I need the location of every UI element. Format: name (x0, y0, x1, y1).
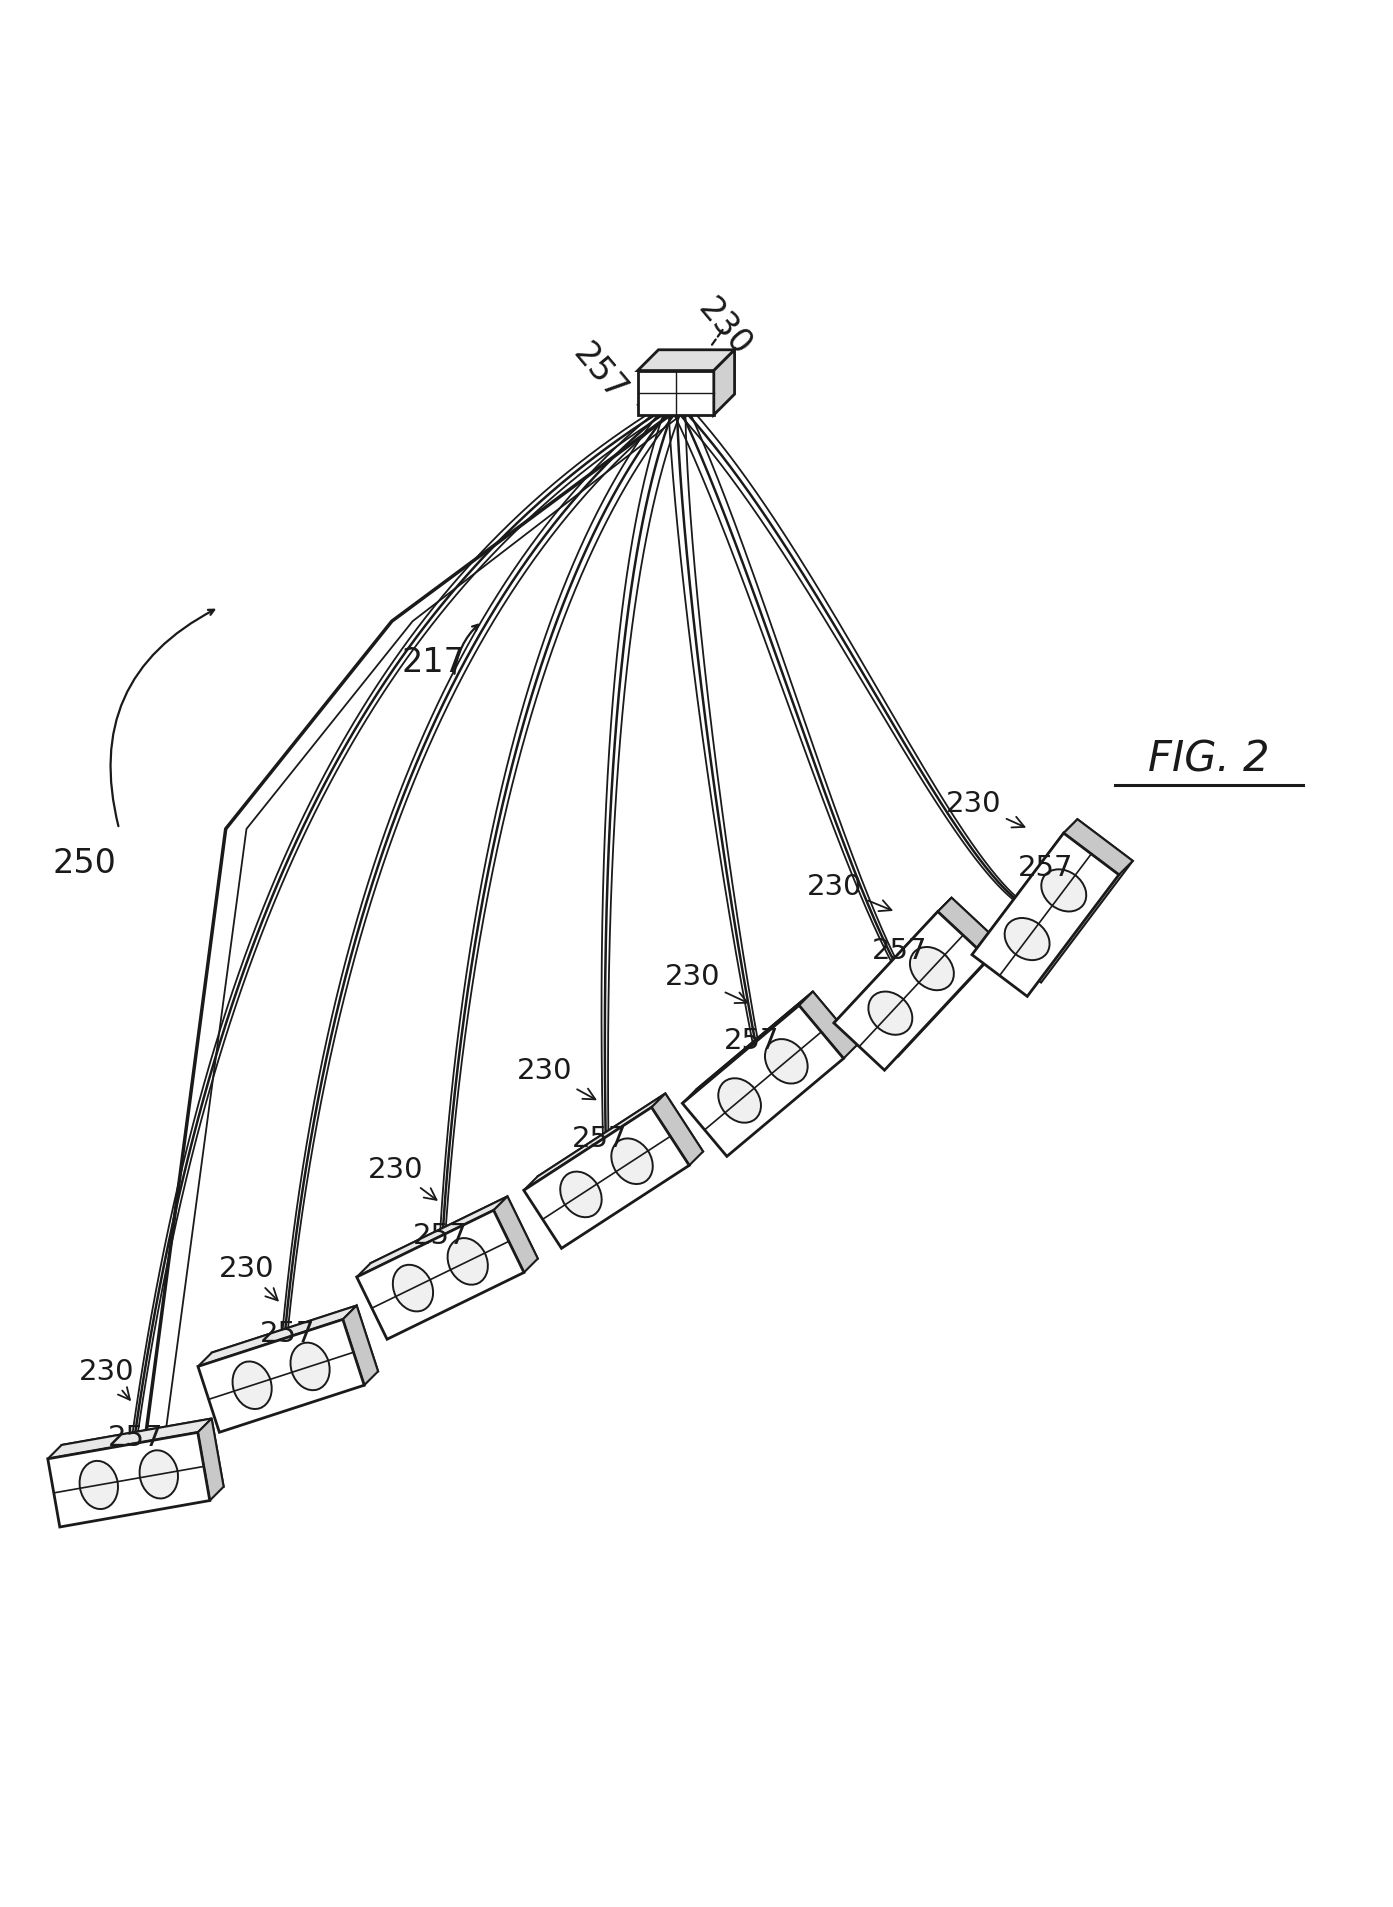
Polygon shape (198, 1306, 357, 1367)
Polygon shape (47, 1432, 210, 1528)
Text: 257: 257 (571, 1125, 627, 1154)
Polygon shape (834, 898, 951, 1022)
Ellipse shape (393, 1264, 433, 1312)
Text: 257: 257 (109, 1425, 163, 1451)
Text: 257: 257 (260, 1320, 316, 1348)
Text: 230: 230 (368, 1156, 436, 1200)
Polygon shape (696, 992, 858, 1142)
Polygon shape (652, 1093, 703, 1165)
Text: 230: 230 (517, 1056, 595, 1098)
Text: 230: 230 (79, 1358, 134, 1400)
Text: 257: 257 (872, 936, 928, 965)
Polygon shape (834, 912, 989, 1070)
Polygon shape (683, 1005, 844, 1156)
Polygon shape (713, 349, 734, 416)
Text: 230: 230 (664, 963, 748, 1003)
Ellipse shape (612, 1138, 653, 1184)
Text: 217: 217 (401, 646, 465, 679)
Polygon shape (524, 1108, 690, 1249)
Polygon shape (800, 992, 858, 1058)
Text: 230: 230 (219, 1255, 277, 1301)
Ellipse shape (910, 948, 954, 990)
Text: 257: 257 (1018, 854, 1073, 881)
Polygon shape (198, 1320, 364, 1432)
Polygon shape (986, 820, 1133, 982)
Text: 230: 230 (807, 873, 892, 912)
Polygon shape (198, 1419, 224, 1501)
Polygon shape (1064, 820, 1133, 875)
Polygon shape (524, 1093, 666, 1190)
Ellipse shape (233, 1362, 272, 1409)
Text: 257: 257 (724, 1026, 780, 1055)
Text: 257: 257 (567, 338, 638, 406)
Polygon shape (972, 833, 1119, 995)
Polygon shape (848, 898, 1002, 1056)
Text: 230: 230 (946, 789, 1024, 828)
Polygon shape (357, 1211, 524, 1339)
Ellipse shape (719, 1077, 761, 1123)
Polygon shape (357, 1196, 507, 1278)
Polygon shape (493, 1196, 538, 1272)
Polygon shape (212, 1306, 378, 1419)
Ellipse shape (79, 1461, 118, 1508)
Text: 250: 250 (53, 847, 117, 879)
Polygon shape (638, 349, 734, 370)
Text: 230: 230 (691, 292, 758, 362)
Ellipse shape (1042, 870, 1087, 912)
Ellipse shape (1004, 917, 1049, 959)
Polygon shape (937, 898, 1002, 959)
Polygon shape (61, 1419, 224, 1512)
Polygon shape (343, 1306, 378, 1384)
Polygon shape (972, 820, 1077, 955)
Ellipse shape (560, 1171, 602, 1217)
Ellipse shape (291, 1343, 330, 1390)
Ellipse shape (765, 1039, 808, 1083)
Polygon shape (371, 1196, 538, 1325)
Ellipse shape (139, 1451, 178, 1499)
Polygon shape (47, 1419, 212, 1459)
Ellipse shape (868, 992, 912, 1036)
Text: 257: 257 (412, 1222, 468, 1249)
Text: FIG. 2: FIG. 2 (1148, 738, 1269, 780)
Polygon shape (538, 1093, 703, 1234)
Polygon shape (683, 992, 814, 1104)
Ellipse shape (447, 1238, 488, 1285)
Polygon shape (638, 370, 713, 416)
